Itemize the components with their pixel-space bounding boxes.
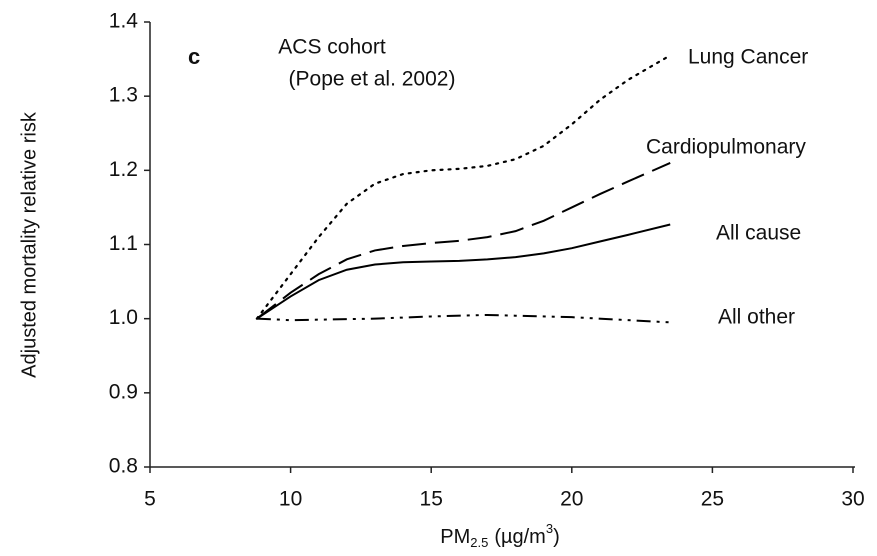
x-label-sub: 2.5: [470, 535, 488, 550]
x-tick-label: 25: [701, 488, 724, 511]
y-axis-label: Adjusted mortality relative risk: [18, 111, 40, 378]
x-axis-label: PM2.5 (µg/m3): [440, 521, 560, 550]
panel-label: c: [188, 44, 200, 69]
line-series: [255, 54, 672, 320]
x-label-part: ): [553, 526, 560, 548]
annotation: (Pope et al. 2002): [289, 68, 456, 91]
line-series: [256, 162, 671, 320]
y-tick-label: 1.2: [109, 158, 138, 181]
series-label: Lung Cancer: [688, 46, 808, 69]
x-tick-label: 5: [144, 488, 156, 511]
line-series: [256, 313, 671, 324]
y-tick-label: 1.4: [109, 10, 139, 33]
x-label-part: (µg/m: [494, 526, 546, 548]
x-tick-label: 15: [420, 488, 443, 511]
x-tick-label: 30: [841, 488, 864, 511]
y-tick-label: 1.3: [109, 84, 138, 107]
y-tick-label: 1.1: [109, 232, 138, 255]
annotation: ACS cohort: [278, 36, 386, 59]
y-tick-label: 0.9: [109, 380, 138, 403]
x-label-part: PM: [440, 526, 470, 548]
series-label: All other: [718, 306, 795, 329]
series-label: All cause: [716, 222, 801, 245]
x-tick-label: 10: [279, 488, 302, 511]
x-tick-label: 20: [560, 488, 583, 511]
series-label: Cardiopulmonary: [646, 136, 806, 159]
line-series: [256, 223, 671, 320]
y-tick-label: 1.0: [109, 306, 138, 329]
x-label-sup: 3: [546, 521, 553, 536]
y-tick-label: 0.8: [109, 455, 138, 478]
